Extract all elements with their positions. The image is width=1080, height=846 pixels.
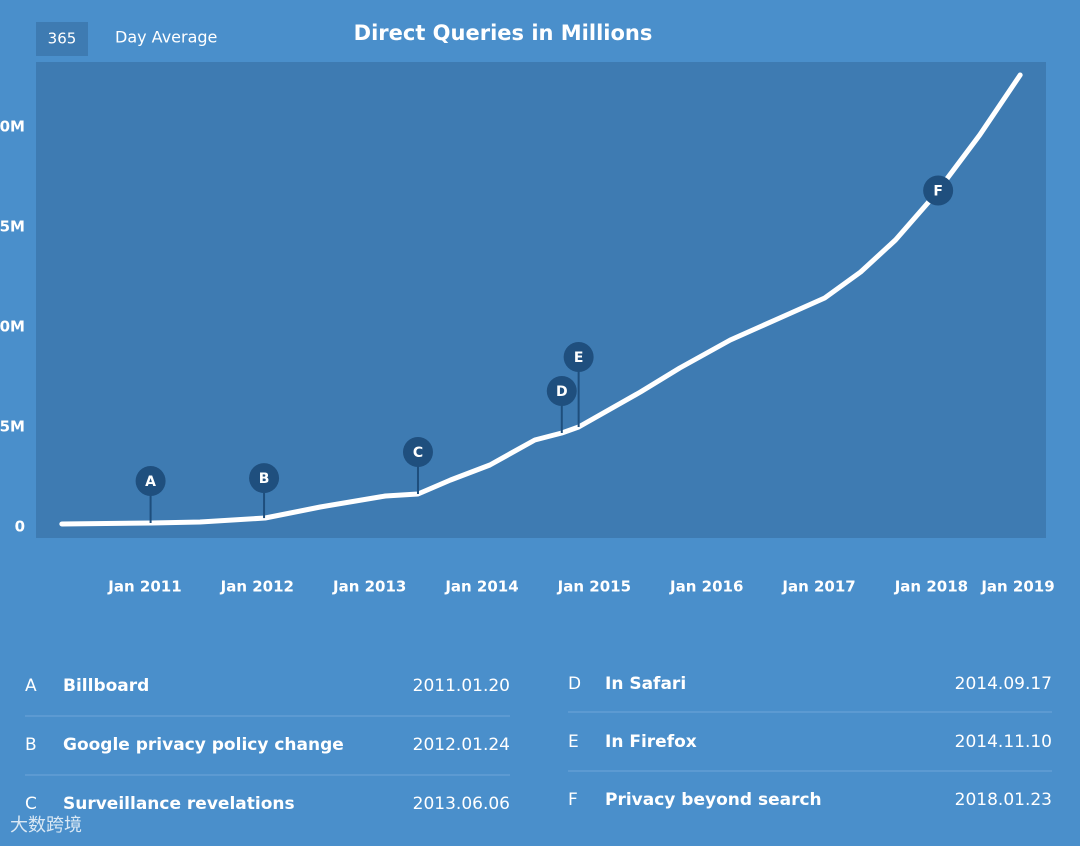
legend-date: 2013.06.06 — [413, 794, 510, 814]
annotation-letter: A — [145, 474, 156, 490]
legend-label: Surveillance revelations — [63, 794, 295, 814]
window-value: 365 — [48, 30, 77, 48]
x-tick-label: Jan 2017 — [781, 578, 855, 596]
legend-date: 2011.01.20 — [413, 676, 510, 696]
annotation-marker — [402, 437, 433, 467]
legend-label: Privacy beyond search — [605, 790, 822, 810]
annotation-letter: B — [259, 471, 270, 487]
legend-date: 2018.01.23 — [955, 790, 1052, 810]
plot-area — [36, 62, 1046, 538]
annotation-marker — [546, 376, 577, 406]
x-tick-label: Jan 2011 — [107, 578, 181, 596]
legend-label: In Safari — [605, 674, 686, 694]
annotation-marker — [249, 463, 280, 494]
x-tick-label: Jan 2013 — [332, 578, 406, 596]
watermark: 大数跨境 — [10, 815, 82, 836]
window-label: Day Average — [115, 28, 217, 47]
annotation-letter: E — [574, 350, 584, 366]
legend-date: 2014.09.17 — [955, 674, 1052, 694]
annotation-letter: F — [933, 184, 943, 200]
x-tick-label: Jan 2012 — [220, 578, 294, 596]
window-box — [36, 22, 88, 56]
y-tick-label: 20M — [0, 118, 25, 136]
x-tick-label: Jan 2014 — [444, 578, 518, 596]
x-tick-label: Jan 2016 — [669, 578, 743, 596]
legend-label: Google privacy policy change — [63, 735, 344, 755]
legend-letter: E — [568, 732, 579, 752]
annotation-letter: D — [556, 384, 568, 400]
y-tick-label: 5M — [0, 418, 25, 436]
annotation-letter: C — [413, 445, 423, 461]
annotation-marker — [923, 175, 954, 206]
legend-letter: C — [25, 794, 37, 814]
legend-letter: B — [25, 735, 37, 755]
legend-letter: F — [568, 790, 578, 810]
annotation-marker — [563, 342, 594, 372]
y-tick-label: 15M — [0, 218, 25, 236]
legend-letter: D — [568, 674, 581, 694]
y-tick-label: 10M — [0, 318, 25, 336]
legend-label: In Firefox — [605, 732, 697, 752]
chart-title: Direct Queries in Millions — [354, 21, 653, 45]
line-series — [59, 72, 1023, 527]
annotation-marker — [135, 466, 166, 497]
legend-date: 2014.11.10 — [955, 732, 1052, 752]
legend-letter: A — [25, 676, 37, 696]
x-tick-label: Jan 2015 — [557, 578, 631, 596]
legend-date: 2012.01.24 — [413, 735, 510, 755]
legend-label: Billboard — [63, 676, 149, 696]
x-tick-label: Jan 2019 — [980, 578, 1054, 596]
y-tick-label: 0 — [15, 518, 25, 536]
x-tick-label: Jan 2018 — [894, 578, 968, 596]
